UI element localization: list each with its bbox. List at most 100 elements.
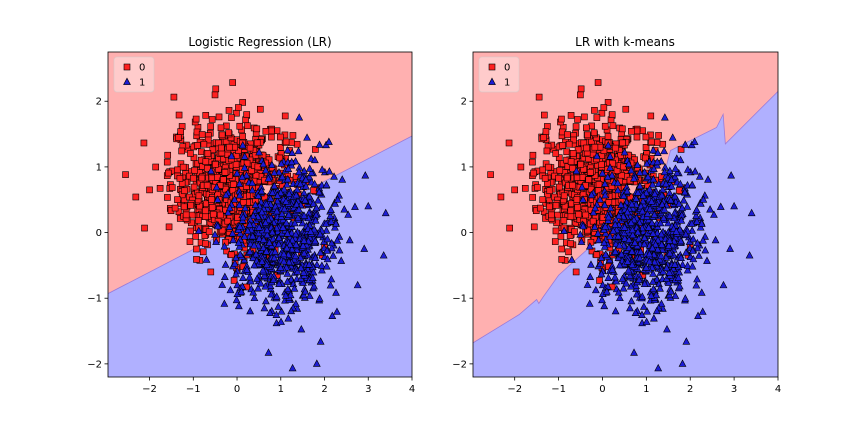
point-class-0: [590, 129, 598, 137]
point-class-1: [301, 175, 310, 183]
point-class-0: [540, 134, 547, 141]
point-class-1: [259, 235, 268, 243]
point-class-0: [165, 169, 172, 177]
point-class-0: [552, 202, 560, 209]
point-class-0: [195, 192, 203, 200]
legend: 01: [113, 56, 155, 93]
point-class-1: [333, 307, 341, 315]
point-class-1: [312, 203, 321, 212]
legend-box: [478, 56, 520, 93]
point-class-1: [288, 148, 297, 157]
x-tick-label: 4: [409, 384, 415, 395]
point-class-1: [301, 287, 310, 295]
point-class-1: [238, 172, 247, 181]
point-class-0: [619, 139, 627, 147]
point-class-1: [601, 179, 609, 187]
point-class-0: [232, 161, 240, 168]
legend-label-0: 0: [139, 63, 145, 74]
point-class-0: [203, 181, 211, 189]
point-class-0: [556, 183, 563, 191]
point-class-0: [642, 133, 650, 141]
point-class-0: [174, 196, 181, 203]
point-class-1: [675, 199, 683, 207]
point-class-1: [248, 232, 257, 240]
point-class-1: [639, 302, 648, 310]
point-class-1: [701, 246, 710, 254]
point-class-1: [692, 205, 701, 214]
point-class-1: [604, 273, 613, 281]
point-class-1: [283, 284, 292, 293]
point-class-1: [318, 165, 327, 173]
point-class-1: [294, 205, 303, 213]
point-class-1: [620, 148, 629, 156]
point-class-1: [649, 174, 658, 183]
point-class-1: [248, 185, 257, 194]
point-class-1: [676, 155, 685, 164]
point-class-1: [284, 164, 293, 172]
point-class-0: [170, 93, 178, 101]
point-class-1: [240, 232, 249, 240]
point-class-1: [659, 267, 668, 275]
point-class-1: [583, 280, 592, 288]
point-class-1: [683, 265, 692, 274]
x-tick-label: 2: [687, 384, 693, 395]
point-class-1: [672, 227, 681, 235]
point-class-1: [650, 210, 659, 218]
point-class-0: [211, 91, 219, 99]
point-class-1: [630, 238, 639, 246]
point-class-1: [333, 195, 342, 203]
point-class-0: [552, 227, 560, 235]
point-class-1: [611, 273, 619, 281]
point-class-0: [577, 161, 585, 168]
point-class-1: [606, 163, 614, 171]
point-class-0: [200, 140, 208, 148]
point-class-0: [182, 211, 190, 219]
point-class-1: [273, 191, 282, 199]
point-class-0: [220, 176, 227, 183]
point-class-0: [567, 207, 575, 215]
point-class-0: [571, 228, 578, 236]
point-class-1: [308, 273, 317, 281]
series-1-points: [560, 113, 756, 372]
point-class-1: [639, 196, 647, 205]
point-class-0: [541, 175, 549, 182]
point-class-0: [530, 223, 538, 231]
point-class-1: [609, 226, 618, 235]
point-class-0: [572, 268, 580, 276]
point-class-1: [596, 195, 604, 203]
point-class-1: [617, 200, 625, 209]
point-class-1: [695, 251, 703, 259]
point-class-1: [295, 113, 304, 121]
x-tick-label: −2: [507, 384, 522, 395]
point-class-1: [716, 202, 725, 210]
point-class-0: [565, 140, 573, 148]
x-tick-label: 4: [775, 384, 781, 395]
point-class-0: [230, 277, 238, 284]
point-class-0: [551, 238, 559, 245]
point-class-1: [640, 279, 649, 287]
y-tick-label: 0: [461, 228, 467, 239]
point-class-1: [617, 250, 626, 258]
point-class-1: [241, 203, 250, 212]
point-class-1: [688, 226, 697, 234]
point-class-1: [224, 208, 232, 216]
point-class-1: [647, 291, 656, 299]
point-class-0: [190, 183, 198, 191]
point-class-1: [629, 174, 638, 182]
point-class-1: [640, 233, 649, 241]
point-class-0: [593, 114, 601, 121]
point-class-0: [565, 248, 572, 256]
point-class-1: [338, 175, 347, 183]
point-class-1: [632, 281, 640, 290]
point-class-1: [297, 263, 305, 272]
point-class-1: [602, 287, 611, 295]
point-class-1: [630, 348, 638, 356]
point-class-0: [582, 211, 590, 219]
point-class-1: [250, 293, 259, 302]
point-class-1: [287, 157, 296, 166]
point-class-1: [658, 185, 667, 193]
point-class-1: [682, 248, 690, 256]
point-class-0: [677, 146, 685, 153]
point-class-1: [264, 348, 273, 356]
point-class-1: [269, 234, 278, 243]
